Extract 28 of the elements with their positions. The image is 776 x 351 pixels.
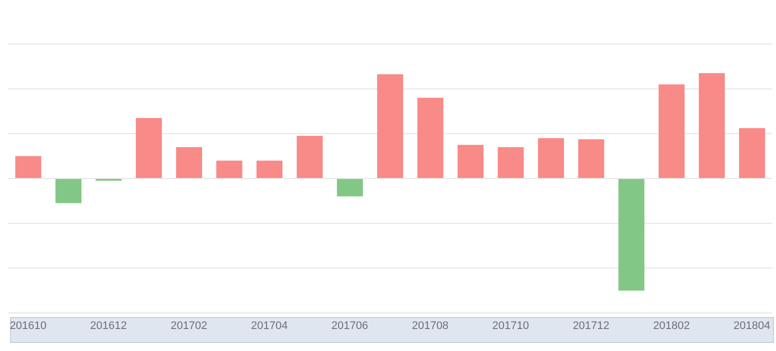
bar <box>256 160 282 178</box>
bar <box>55 178 82 204</box>
bar <box>538 138 564 178</box>
bar <box>417 98 444 178</box>
bar <box>498 147 524 178</box>
bar <box>15 156 42 178</box>
bar <box>216 160 242 178</box>
bar <box>458 144 484 178</box>
x-tick-label: 201710 <box>492 320 529 332</box>
x-tick-label: 201802 <box>653 320 690 332</box>
bar <box>739 128 766 178</box>
bar <box>377 74 404 178</box>
x-tick-label: 201804 <box>734 320 770 332</box>
bar <box>658 84 685 178</box>
bar <box>136 118 162 178</box>
x-tick-label: 201712 <box>572 320 610 332</box>
bar <box>618 178 644 291</box>
bar <box>698 73 725 178</box>
bar <box>296 136 323 178</box>
bar <box>176 147 202 178</box>
x-tick-label: 201708 <box>412 320 449 332</box>
x-tick-label: 201612 <box>90 320 127 332</box>
x-tick-label: 201610 <box>10 320 46 332</box>
x-tick-label: 201704 <box>251 320 288 332</box>
bar <box>578 139 604 178</box>
x-tick-label: 201702 <box>170 320 208 332</box>
bar <box>336 178 363 196</box>
x-tick-label: 201706 <box>331 320 368 332</box>
